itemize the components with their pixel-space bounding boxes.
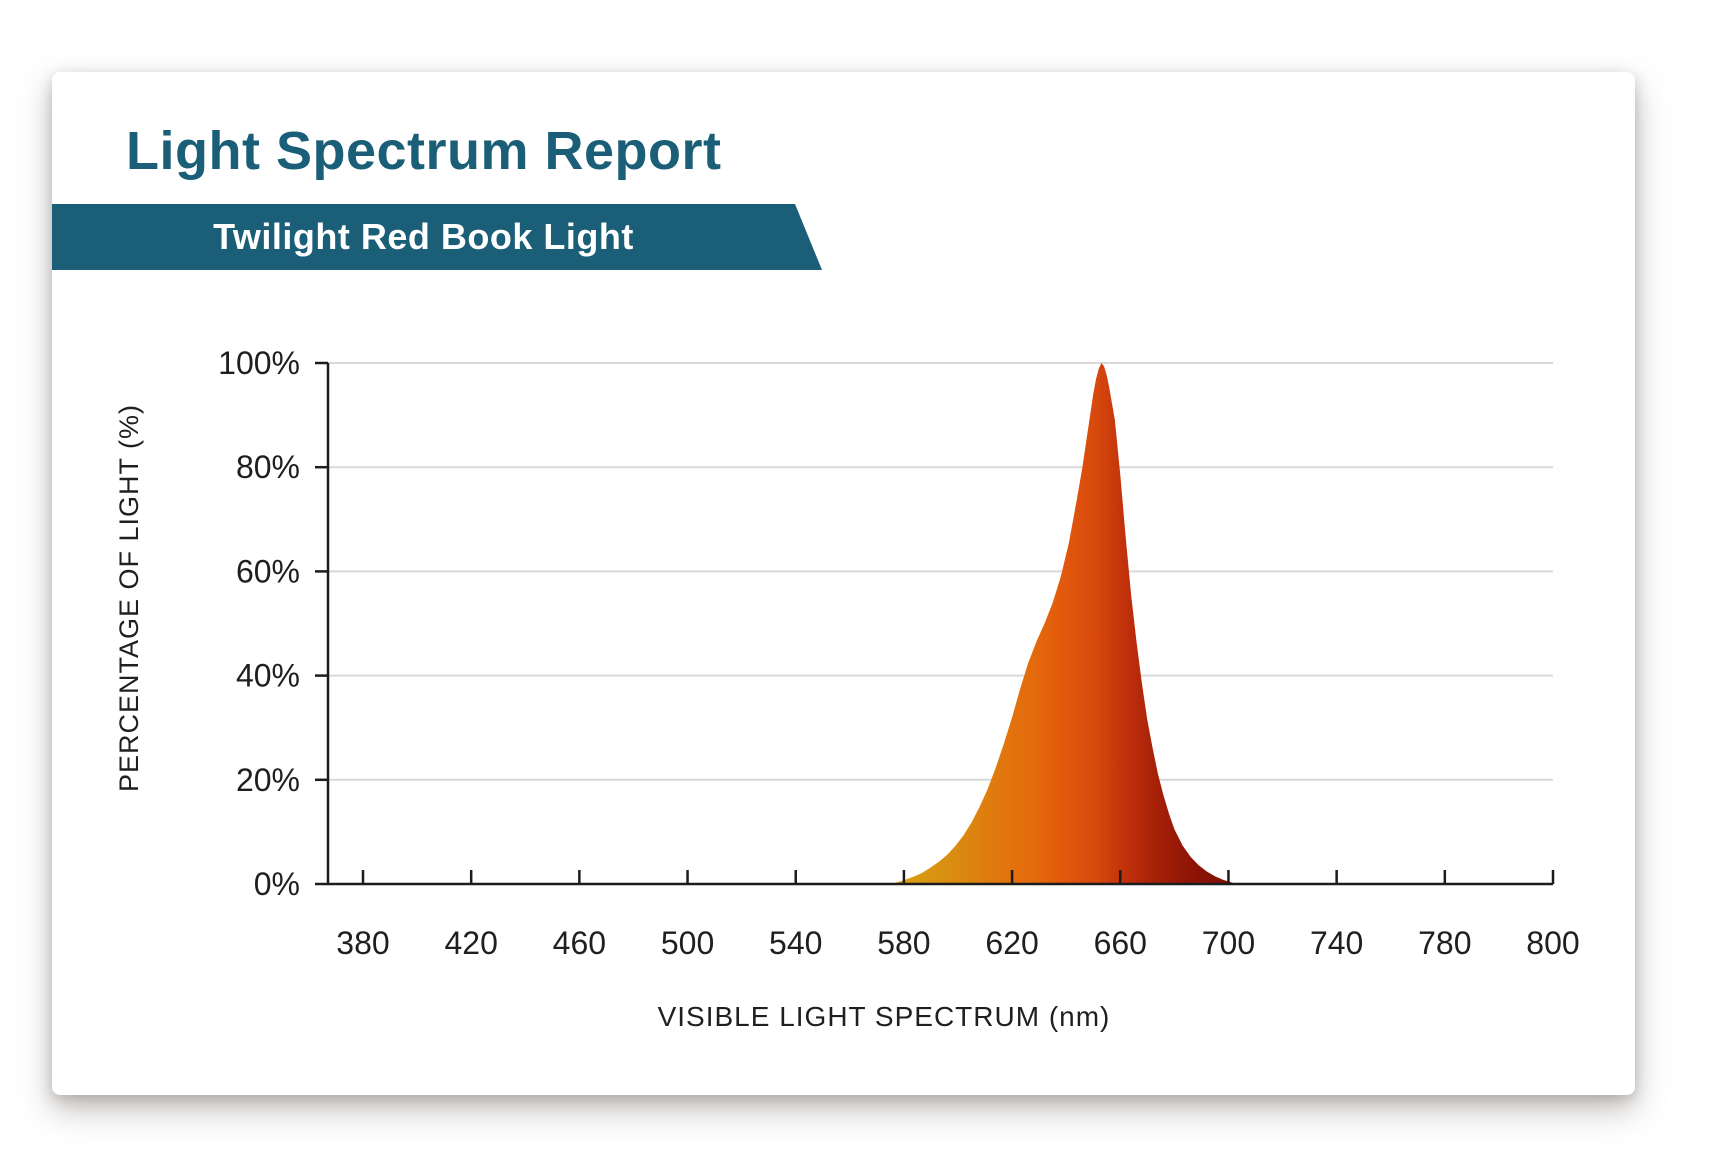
y-tick-label-40: 40% (236, 658, 300, 694)
report-card: Light Spectrum Report Twilight Red Book … (52, 72, 1635, 1095)
x-tick-label-540: 540 (769, 925, 822, 961)
x-tick-label-460: 460 (553, 925, 606, 961)
y-tick-label-0: 0% (254, 866, 300, 902)
y-axis-title: PERCENTAGE OF LIGHT (%) (114, 404, 144, 792)
spectrum-area (890, 363, 1237, 884)
page-title: Light Spectrum Report (126, 121, 722, 181)
y-tick-label-80: 80% (236, 449, 300, 485)
x-tick-label-740: 740 (1310, 925, 1363, 961)
x-tick-label-660: 660 (1094, 925, 1147, 961)
x-axis-title: VISIBLE LIGHT SPECTRUM (nm) (658, 1001, 1111, 1032)
y-tick-label-60: 60% (236, 553, 300, 589)
spectrum-chart: 0% 20% 40% 60% 80% 100% 380 420 460 500 540 580 620 6… (52, 282, 1635, 1072)
x-tick-label-420: 420 (444, 925, 497, 961)
x-tick-label-700: 700 (1202, 925, 1255, 961)
x-tick-label-580: 580 (877, 925, 930, 961)
x-tick-label-780: 780 (1418, 925, 1471, 961)
x-tick-label-620: 620 (985, 925, 1038, 961)
x-tick-label-500: 500 (661, 925, 714, 961)
spectrum-chart-svg: 0% 20% 40% 60% 80% 100% 380 420 460 500 540 580 620 6… (114, 345, 1580, 1032)
y-tick-label-100: 100% (218, 345, 300, 381)
x-tick-label-800: 800 (1526, 925, 1579, 961)
subtitle: Twilight Red Book Light (213, 216, 634, 257)
x-tick-label-380: 380 (336, 925, 389, 961)
y-tick-label-20: 20% (236, 762, 300, 798)
subtitle-banner: Twilight Red Book Light (52, 204, 822, 270)
